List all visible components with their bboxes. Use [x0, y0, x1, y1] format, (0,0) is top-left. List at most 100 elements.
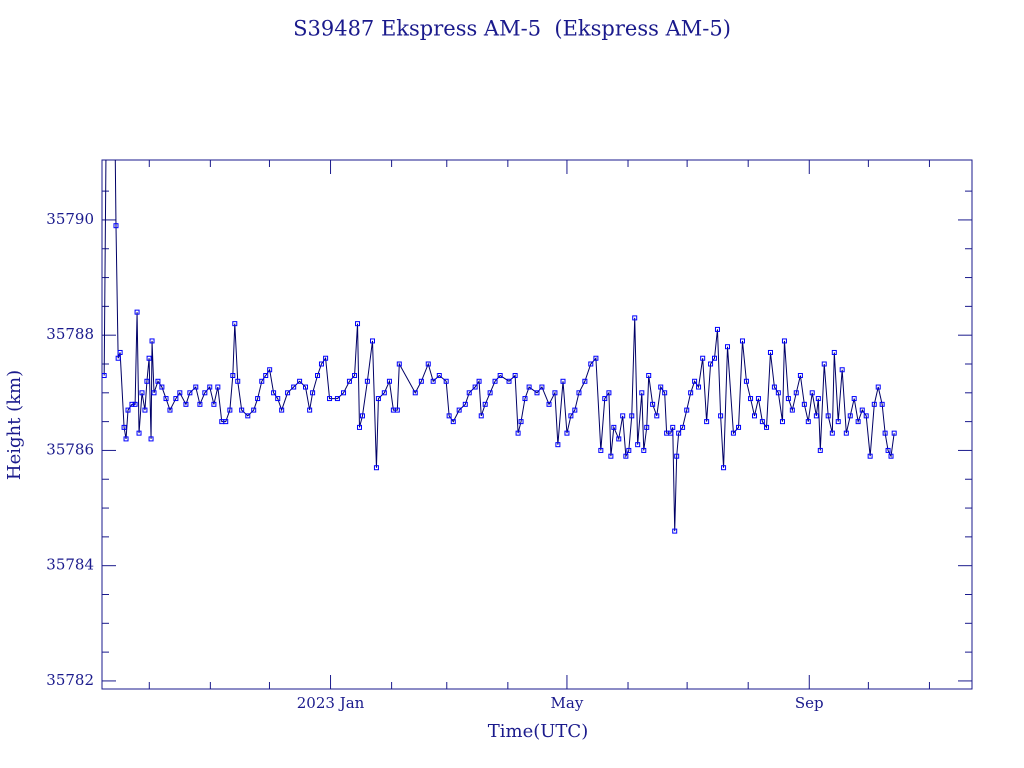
- data-point: [167, 407, 173, 413]
- data-point: [183, 401, 189, 407]
- data-point: [518, 419, 524, 425]
- data-point: [323, 355, 329, 361]
- data-point: [805, 419, 811, 425]
- data-point: [680, 424, 686, 430]
- data-point: [315, 373, 321, 379]
- data-point: [568, 413, 574, 419]
- data-point: [512, 373, 518, 379]
- data-point: [821, 361, 827, 367]
- data-point: [885, 447, 891, 453]
- data-point: [364, 378, 370, 384]
- data-point: [436, 373, 442, 379]
- data-point: [215, 384, 221, 390]
- y-tick-label: 35788: [46, 325, 94, 343]
- data-point: [875, 384, 881, 390]
- x-tick-label: Sep: [795, 694, 824, 712]
- data-point: [113, 223, 119, 229]
- x-tick-label: 2023 Jan: [297, 694, 365, 712]
- data-point: [891, 430, 897, 436]
- data-point: [142, 407, 148, 413]
- data-point: [815, 396, 821, 402]
- data-point: [121, 424, 127, 430]
- data-point: [359, 413, 365, 419]
- data-point: [303, 384, 309, 390]
- data-point: [396, 361, 402, 367]
- data-point: [223, 419, 229, 425]
- data-point: [847, 413, 853, 419]
- data-point: [492, 378, 498, 384]
- data-point: [598, 447, 604, 453]
- data-point: [755, 396, 761, 402]
- data-point: [173, 396, 179, 402]
- data-point: [418, 378, 424, 384]
- data-point: [546, 401, 552, 407]
- data-point: [736, 424, 742, 430]
- data-point: [177, 390, 183, 396]
- data-point: [809, 390, 815, 396]
- data-point: [552, 390, 558, 396]
- data-point: [310, 390, 316, 396]
- data-point: [743, 378, 749, 384]
- data-point: [606, 390, 612, 396]
- data-point: [797, 373, 803, 379]
- data-point: [539, 384, 545, 390]
- data-point: [515, 430, 521, 436]
- data-point: [629, 413, 635, 419]
- data-point: [202, 390, 208, 396]
- data-point: [245, 413, 251, 419]
- data-point: [623, 453, 629, 459]
- data-point: [155, 378, 161, 384]
- data-point: [285, 390, 291, 396]
- data-point: [148, 436, 154, 442]
- data-point: [748, 396, 754, 402]
- data-point: [104, 131, 108, 135]
- data-point: [721, 465, 727, 471]
- data-point: [197, 401, 203, 407]
- data-point: [779, 419, 785, 425]
- data-point: [560, 378, 566, 384]
- data-point: [369, 338, 375, 344]
- data-point: [297, 378, 303, 384]
- data-point: [851, 396, 857, 402]
- data-point: [466, 390, 472, 396]
- data-point: [386, 378, 392, 384]
- data-point: [825, 413, 831, 419]
- data-point: [456, 407, 462, 413]
- data-point: [882, 430, 888, 436]
- data-point: [641, 447, 647, 453]
- data-line: [103, 160, 895, 532]
- data-point: [863, 413, 869, 419]
- data-point: [144, 378, 150, 384]
- data-point: [279, 407, 285, 413]
- data-point: [307, 407, 313, 413]
- data-point: [752, 413, 757, 419]
- data-point: [696, 384, 702, 390]
- data-point: [450, 419, 456, 425]
- data-point: [134, 309, 140, 315]
- data-point: [115, 355, 121, 361]
- data-point: [632, 315, 638, 321]
- data-point: [446, 413, 452, 419]
- data-point: [187, 390, 193, 396]
- data-point: [855, 419, 861, 425]
- data-point: [230, 373, 236, 379]
- data-point: [714, 326, 720, 332]
- data-point: [159, 384, 165, 390]
- chart-title: S39487 Ekspress AM-5 (Ekspress AM-5): [293, 17, 731, 41]
- data-point: [759, 419, 765, 425]
- data-point: [620, 413, 626, 419]
- data-point: [476, 378, 482, 384]
- data-point: [888, 453, 894, 459]
- data-point: [767, 349, 773, 355]
- data-point: [526, 384, 532, 390]
- data-point: [117, 349, 123, 355]
- data-point: [813, 413, 819, 419]
- data-point: [125, 407, 131, 413]
- x-axis-label: Time(UTC): [488, 721, 588, 742]
- plot-area: [102, 131, 897, 534]
- y-tick-label: 35790: [46, 210, 94, 228]
- data-point: [207, 384, 213, 390]
- data-point: [700, 355, 706, 361]
- data-point: [835, 419, 841, 425]
- data-point: [670, 424, 676, 430]
